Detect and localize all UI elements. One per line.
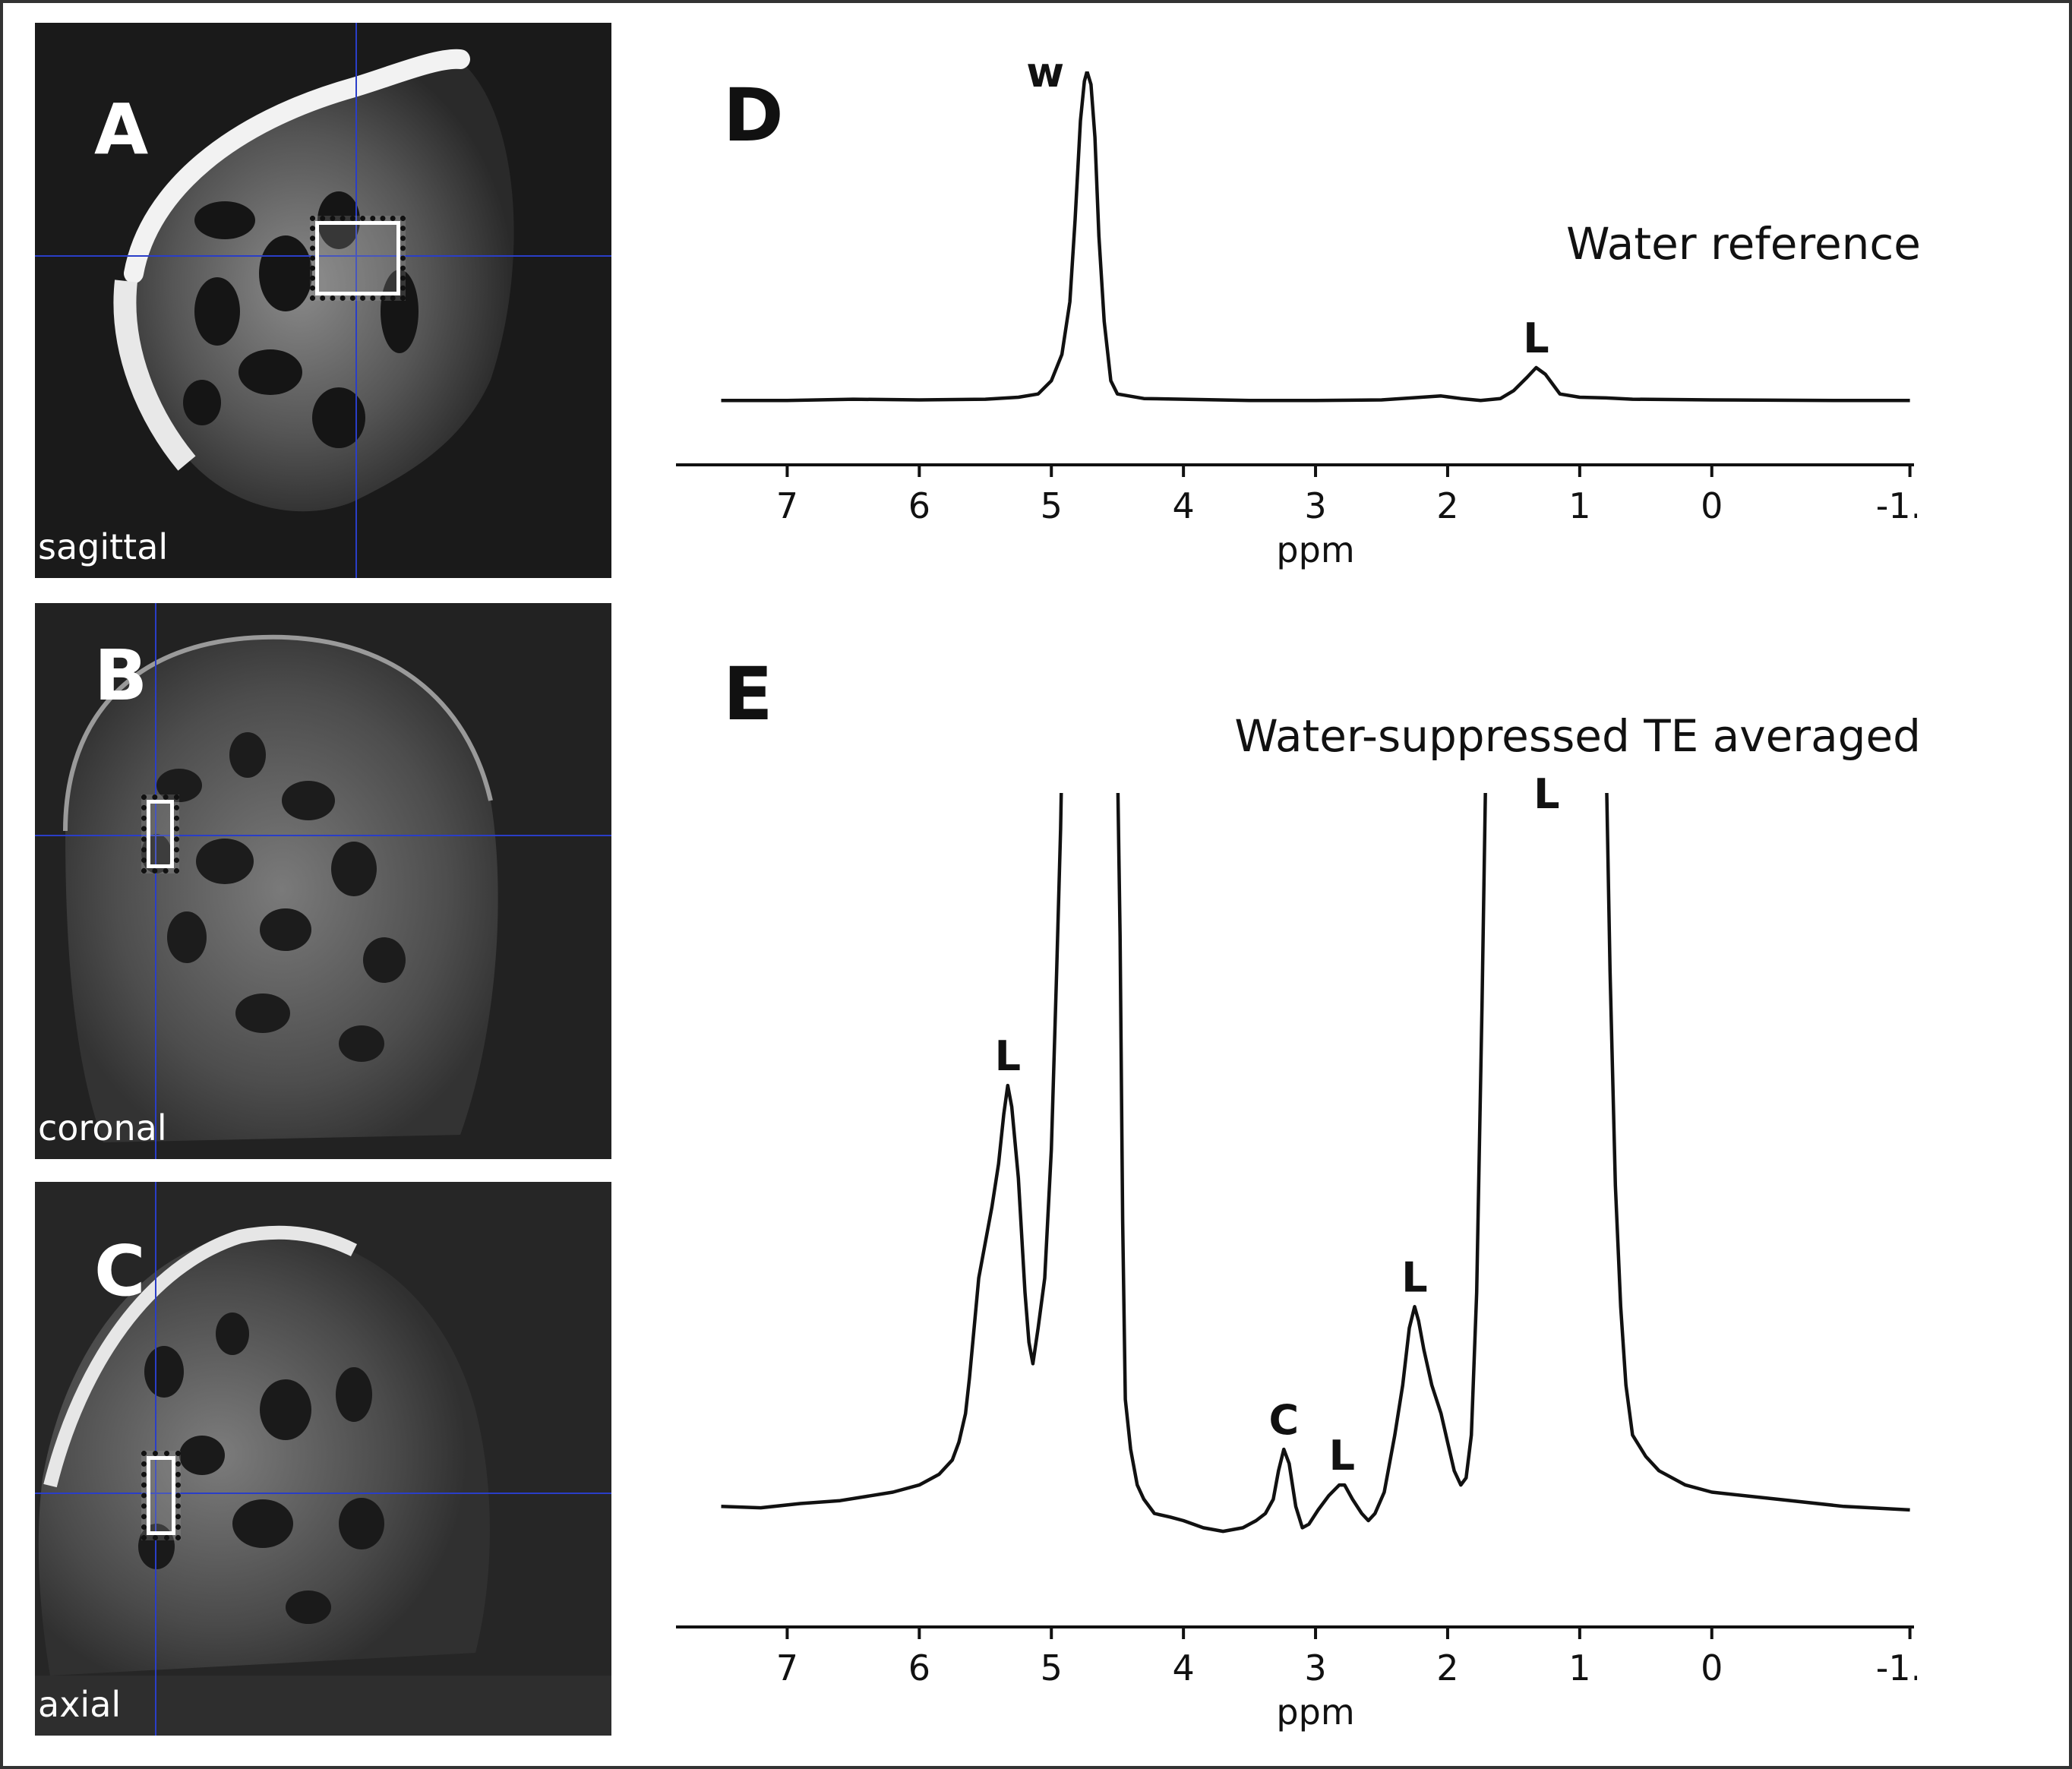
x-tick-label: 1	[1568, 485, 1590, 526]
mri-panel-axial: C axial	[35, 1182, 611, 1736]
x-tick-label: 0	[1701, 485, 1723, 526]
spectrum-e-title: Water-suppressed TE averaged	[1234, 710, 1921, 762]
view-label: coronal	[38, 1107, 167, 1148]
panel-letter: C	[94, 1230, 146, 1312]
peak-label: C	[1268, 1396, 1299, 1444]
x-tick-label: -1.5	[1876, 1647, 1917, 1688]
x-axis-label: ppm	[1276, 1692, 1354, 1733]
x-tick-label: 5	[1041, 1647, 1063, 1688]
x-tick-label: 7	[776, 1647, 798, 1688]
spectrum-trace	[721, 71, 1910, 403]
crosshair-horizontal	[35, 1493, 611, 1494]
x-tick-label: 3	[1304, 1647, 1326, 1688]
x-tick-label: 7	[776, 485, 798, 526]
x-axis-label: ppm	[1276, 529, 1354, 570]
coronal-mri-image	[35, 603, 611, 1159]
peak-label: L	[1329, 1432, 1355, 1480]
x-tick-label: 6	[908, 1647, 930, 1688]
x-tick-label: 3	[1304, 485, 1326, 526]
sagittal-mri-image	[35, 23, 611, 578]
x-tick-label: 2	[1436, 485, 1458, 526]
spectrum-d-letter: D	[723, 73, 784, 158]
x-tick-label: 6	[908, 485, 930, 526]
crosshair-vertical	[155, 603, 156, 1159]
peak-label: L	[1533, 770, 1559, 818]
view-label: axial	[38, 1684, 122, 1725]
crosshair-vertical	[155, 1182, 156, 1736]
spectrum-d-title: Water reference	[1566, 218, 1921, 270]
mri-panel-sagittal: A sagittal	[35, 23, 611, 578]
x-tick-label: 4	[1172, 1647, 1194, 1688]
crosshair-horizontal	[35, 835, 611, 836]
voxel-box	[141, 1451, 181, 1540]
x-tick-label: 2	[1436, 1647, 1458, 1688]
panel-letter: B	[94, 635, 148, 716]
x-tick-label: 4	[1172, 485, 1194, 526]
peak-label: L	[1523, 314, 1549, 362]
peak-label: w	[1026, 49, 1064, 96]
crosshair-horizontal	[35, 255, 611, 257]
peak-label: L	[995, 1032, 1021, 1080]
x-tick-label: 1	[1568, 1647, 1590, 1688]
x-tick-label: 0	[1701, 1647, 1723, 1688]
spectrum-d-chart: 7 6 5 4 3 2 1 0 -1.5 ppm w L	[676, 49, 1917, 570]
panel-letter: A	[94, 89, 149, 170]
x-tick-label: -1.5	[1876, 485, 1917, 526]
spectrum-e-letter: E	[723, 652, 773, 737]
voxel-box	[141, 794, 179, 873]
view-label: sagittal	[38, 526, 169, 567]
voxel-box	[310, 216, 406, 301]
spectrum-trace	[721, 793, 1910, 1534]
mri-panel-coronal: B coronal	[35, 603, 611, 1159]
peak-label: L	[1401, 1253, 1427, 1301]
x-tick-label: 5	[1041, 485, 1063, 526]
axial-mri-image	[35, 1182, 611, 1736]
